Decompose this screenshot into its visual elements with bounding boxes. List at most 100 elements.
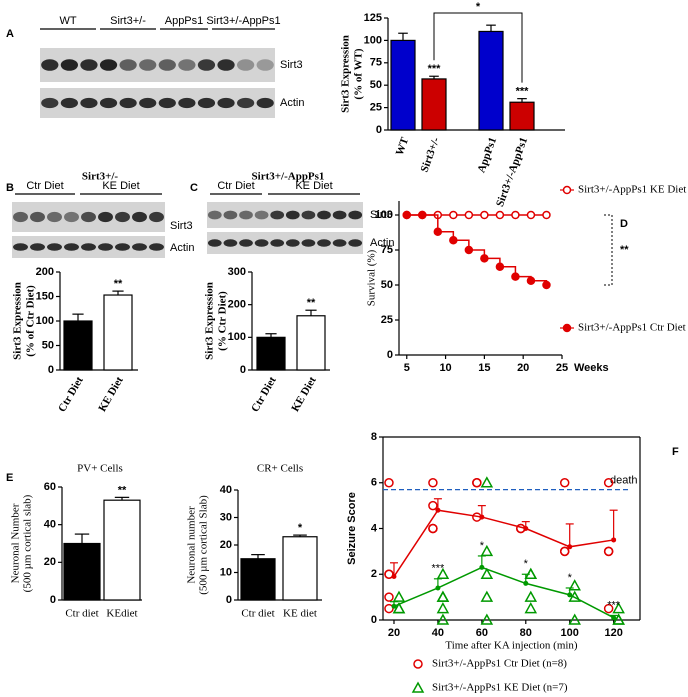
bar	[103, 499, 141, 601]
blot-group-label: AppPs1	[165, 15, 204, 27]
blot-band	[301, 239, 316, 247]
bar	[421, 78, 447, 131]
x-tick-label: KE Diet	[96, 374, 126, 413]
blot-band	[237, 97, 255, 109]
blot-band	[256, 59, 274, 71]
legend-label: Sirt3+/-AppPs1 Ctr Diet	[578, 322, 686, 334]
survival-marker	[449, 210, 458, 220]
blot-band	[158, 97, 176, 109]
subject-point	[436, 602, 450, 614]
blot-membrane	[40, 48, 275, 82]
significance-bracket	[433, 12, 523, 83]
blot-band	[254, 239, 269, 247]
blot-band	[132, 243, 147, 251]
subject-point	[384, 592, 394, 602]
y-tick-label: 0	[376, 124, 382, 136]
chart-title: CR+ Cells	[257, 463, 303, 475]
death-label: death	[610, 475, 638, 487]
y-tick-label: 4	[371, 522, 378, 534]
mean-marker	[391, 574, 397, 580]
blot-band	[41, 97, 59, 109]
blot-band	[178, 97, 196, 109]
significance-label: **	[118, 484, 127, 496]
panel-letter: F	[672, 446, 679, 458]
survival-marker	[433, 227, 443, 237]
y-axis-label: (% of WT)	[353, 48, 365, 99]
y-tick-label: 40	[44, 519, 56, 531]
blot-band	[115, 243, 130, 251]
subject-point	[392, 602, 406, 614]
x-tick-label: 20	[388, 627, 400, 639]
subject-point	[524, 602, 538, 614]
survival-marker	[511, 272, 520, 281]
subject-point	[568, 613, 581, 625]
blot-band	[239, 210, 253, 220]
legend-label: Sirt3+/-AppPs1 KE Diet	[578, 184, 686, 196]
blot-band	[139, 97, 157, 109]
blot-band	[332, 239, 347, 247]
x-tick-label: Ctr Diet	[249, 374, 279, 414]
subject-point	[480, 544, 494, 557]
y-tick-label: 200	[36, 266, 54, 278]
blot-band	[64, 211, 79, 223]
y-tick-label: 100	[228, 331, 246, 343]
blot-band	[217, 59, 235, 71]
subject-point	[612, 613, 625, 625]
chart-title: Sirt3+/-	[82, 171, 119, 183]
blot-band-label: Sirt3	[280, 59, 303, 71]
blot-band	[348, 239, 363, 247]
bar	[63, 320, 93, 371]
blot-band	[98, 211, 113, 223]
blot-band-label: Actin	[370, 237, 394, 249]
mean-line	[393, 566, 614, 619]
significance-label: *	[298, 522, 303, 534]
x-tick-label: 40	[432, 627, 444, 639]
significance-label: ***	[607, 599, 621, 611]
x-tick-label: 15	[478, 362, 490, 374]
y-tick-label: 125	[364, 12, 382, 24]
blot-band	[47, 243, 62, 251]
x-tick-label: 120	[604, 627, 622, 639]
legend-label: Sirt3+/-AppPs1 KE Diet (n=7)	[432, 682, 568, 694]
blot-band	[197, 97, 216, 109]
blot-band	[64, 243, 79, 251]
blot-band	[348, 210, 363, 220]
y-tick-label: 100	[36, 315, 54, 327]
y-tick-label: 60	[44, 481, 56, 493]
x-tick-label: AppPs1	[475, 136, 499, 175]
x-axis-label: Time after KA injection (min)	[445, 640, 578, 652]
survival-marker	[464, 210, 474, 220]
x-tick-label: Ctr Diet	[56, 374, 86, 414]
subject-point	[559, 546, 570, 557]
subject-point	[568, 579, 581, 591]
subject-point	[480, 590, 494, 602]
blot-band	[285, 210, 300, 220]
y-tick-label: 6	[371, 477, 377, 489]
legend-label: Sirt3+/-AppPs1 Ctr Diet (n=8)	[432, 658, 567, 670]
blot-group-label: WT	[59, 15, 76, 27]
y-axis-label: (500 µm cortical Slab)	[198, 495, 210, 595]
bar	[390, 39, 416, 131]
subject-point	[428, 523, 438, 534]
x-tick-label: 100	[561, 627, 579, 639]
y-tick-label: 20	[220, 539, 232, 551]
y-tick-label: 300	[228, 266, 246, 278]
blot-group-label: Sirt3+/-	[110, 15, 146, 27]
blot-band	[99, 97, 118, 109]
blot-group-label: Ctr Diet	[217, 180, 254, 192]
y-tick-label: 50	[381, 279, 393, 291]
blot-band	[149, 211, 164, 223]
panel-letter: A	[6, 28, 14, 40]
blot-band	[139, 59, 157, 71]
subject-point	[436, 613, 450, 625]
y-tick-label: 2	[371, 568, 377, 580]
blot-membrane	[207, 232, 363, 254]
y-tick-label: 50	[42, 339, 54, 351]
blot-band	[30, 243, 45, 251]
subject-point	[603, 603, 614, 614]
x-tick-label: Sirt3+/-	[419, 135, 443, 173]
significance-label: ***	[428, 63, 442, 75]
blot-band	[158, 59, 176, 71]
y-tick-label: 0	[371, 614, 377, 626]
blot-band	[223, 210, 238, 220]
